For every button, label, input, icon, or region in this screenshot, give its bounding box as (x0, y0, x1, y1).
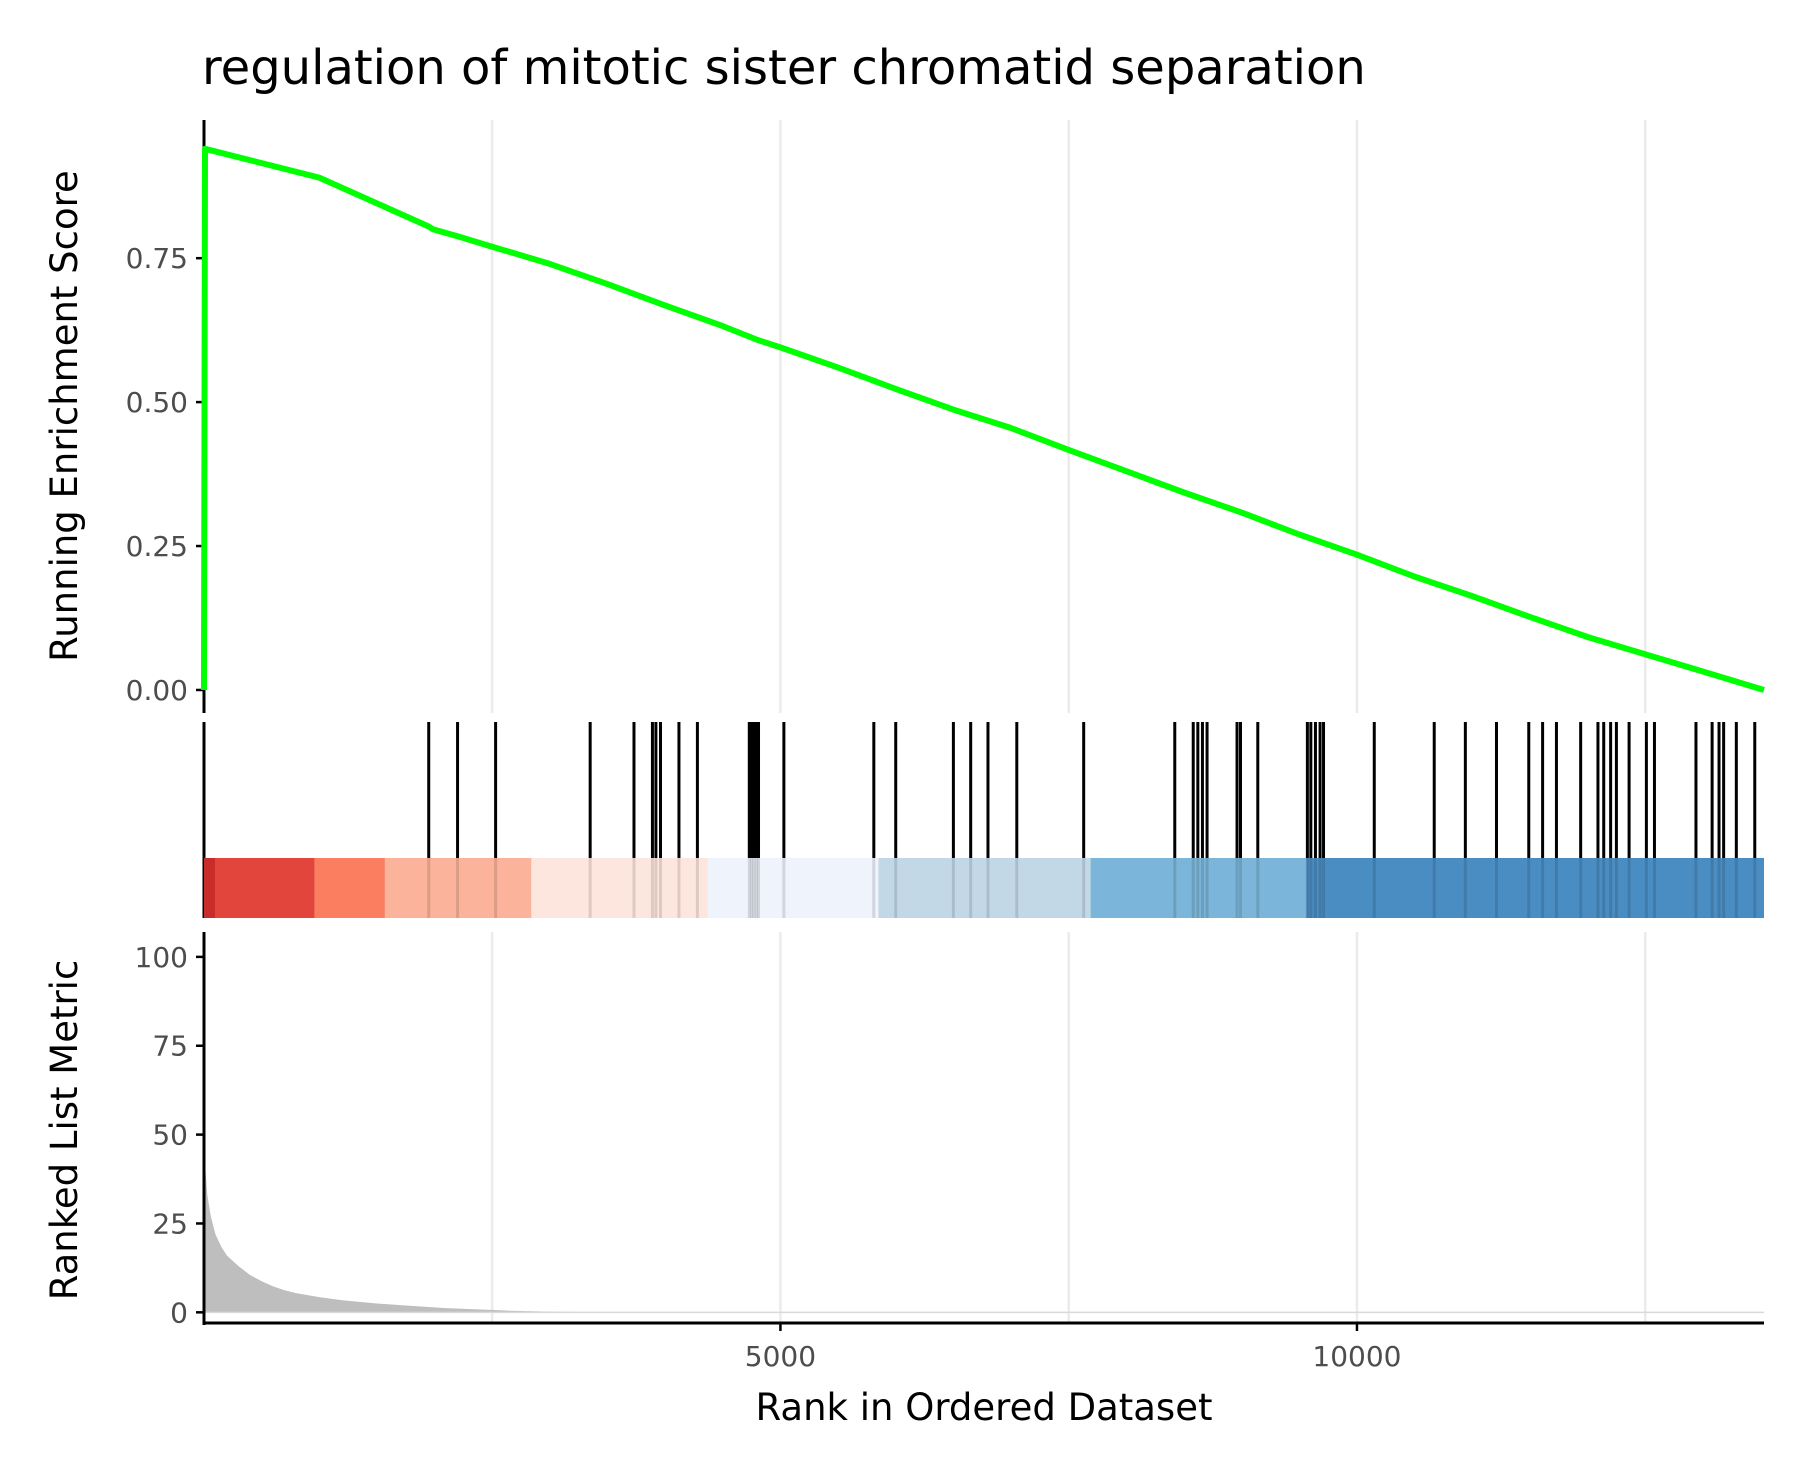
rank-bin (384, 858, 532, 918)
es-y-tick-label: 0.00 (126, 674, 188, 707)
es-series-line (201, 145, 1765, 693)
es-y-tick-label: 0.50 (126, 386, 188, 419)
metric-gridlines (490, 932, 1647, 1323)
x-ticks: 5000 10000 (745, 1323, 1402, 1373)
running-es-panel: 0.00 0.25 0.50 0.75 Running Enrichment Scor… (43, 120, 1765, 713)
metric-y-tick-label: 25 (152, 1207, 188, 1240)
metric-y-axis-title: Ranked List Metric (43, 960, 86, 1301)
es-y-tick-label: 0.25 (126, 530, 188, 563)
rank-bin (531, 858, 708, 918)
rank-bin (314, 858, 385, 918)
metric-y-tick-label: 50 (152, 1119, 188, 1152)
x-tick-label: 5000 (745, 1340, 816, 1373)
rank-bin (878, 858, 1091, 918)
rank-bin (1090, 858, 1307, 918)
metric-y-tick-label: 75 (152, 1030, 188, 1063)
rank-bin (215, 858, 315, 918)
metric-y-tick-label: 100 (135, 941, 188, 974)
metric-y-ticks: 0 25 50 75 100 (135, 941, 204, 1329)
es-y-ticks: 0.00 0.25 0.50 0.75 (126, 242, 204, 707)
chart-title: regulation of mitotic sister chromatid s… (202, 40, 1366, 96)
metric-y-tick-label: 0 (170, 1296, 188, 1329)
rank-bin (1306, 858, 1764, 918)
rank-color-bar (204, 858, 1764, 918)
ranked-metric-area (204, 1106, 1764, 1313)
rank-bin (707, 858, 879, 918)
rank-bin (204, 858, 216, 918)
x-axis-title: Rank in Ordered Dataset (756, 1386, 1213, 1429)
es-y-tick-label: 0.75 (126, 242, 188, 275)
gene-hit-lines (427, 722, 1757, 858)
es-gridlines (490, 120, 1647, 713)
es-y-axis-title: Running Enrichment Score (43, 170, 86, 662)
x-tick-label: 10000 (1312, 1340, 1401, 1373)
gene-hit-panel (202, 722, 1764, 918)
